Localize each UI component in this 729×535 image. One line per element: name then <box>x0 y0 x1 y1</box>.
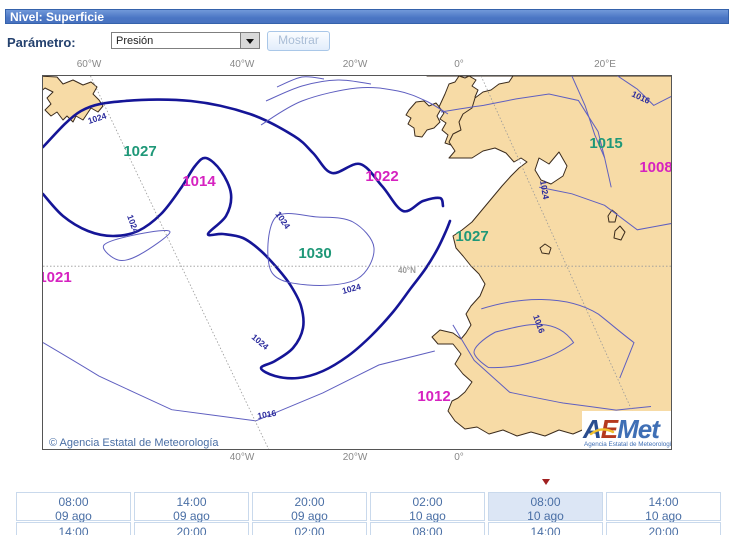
svg-text:1024: 1024 <box>125 213 141 234</box>
svg-text:1012: 1012 <box>417 388 450 405</box>
svg-text:1015: 1015 <box>589 135 622 152</box>
svg-text:1024: 1024 <box>87 110 108 125</box>
svg-text:1027: 1027 <box>123 143 156 160</box>
svg-text:1030: 1030 <box>298 245 331 262</box>
svg-text:1016: 1016 <box>257 408 278 421</box>
svg-text:© Agencia Estatal de Meteorolo: © Agencia Estatal de Meteorología <box>49 437 219 449</box>
svg-text:40°N: 40°N <box>398 266 416 275</box>
svg-text:1022: 1022 <box>365 168 398 185</box>
svg-text:1008: 1008 <box>639 159 672 176</box>
svg-text:1024: 1024 <box>273 209 292 230</box>
svg-text:1027: 1027 <box>455 228 488 245</box>
svg-text:1024: 1024 <box>250 332 271 352</box>
svg-text:1014: 1014 <box>182 173 216 190</box>
svg-text:1021: 1021 <box>43 269 72 286</box>
